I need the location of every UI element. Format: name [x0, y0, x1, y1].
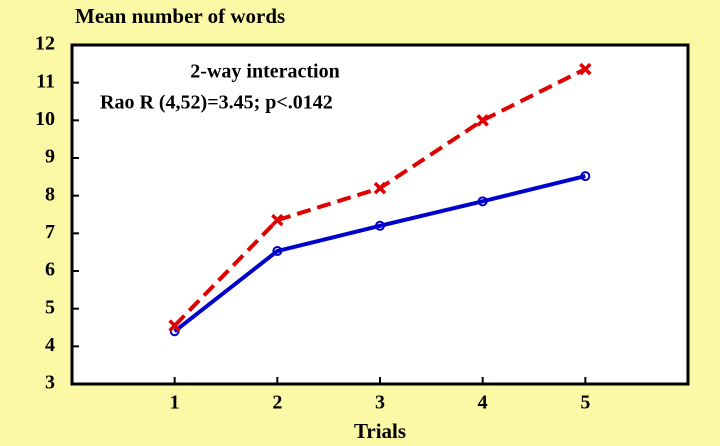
y-tick-label: 4 — [45, 334, 55, 356]
marker — [476, 114, 489, 127]
marker — [375, 220, 385, 231]
marker — [373, 181, 387, 195]
marker — [580, 171, 591, 182]
x-axis-label: Trials — [354, 419, 406, 443]
marker — [272, 246, 283, 257]
x-tick-label: 1 — [170, 392, 180, 414]
marker — [168, 319, 181, 332]
y-tick-label: 11 — [36, 70, 55, 92]
x-tick-label: 3 — [375, 392, 385, 414]
y-tick-label: 9 — [45, 146, 55, 168]
x-tick-label: 2 — [272, 392, 282, 414]
y-tick-label: 3 — [45, 372, 55, 394]
x-tick-label: 5 — [580, 392, 590, 414]
annotation: Rao R (4,52)=3.45; p<.0142 — [100, 92, 333, 114]
marker — [477, 196, 488, 207]
series-line — [173, 174, 586, 333]
y-tick-label: 10 — [35, 108, 55, 130]
marker — [271, 213, 284, 227]
y-tick-label: 12 — [35, 33, 55, 55]
y-tick-label: 8 — [45, 183, 55, 205]
y-tick-label: 5 — [45, 296, 55, 318]
x-tick-label: 4 — [478, 392, 488, 414]
chart-title: Mean number of words — [75, 4, 285, 28]
y-tick-label: 7 — [45, 221, 55, 243]
marker — [579, 62, 592, 76]
y-tick-label: 6 — [45, 259, 55, 281]
annotation: 2-way interaction — [190, 61, 339, 83]
